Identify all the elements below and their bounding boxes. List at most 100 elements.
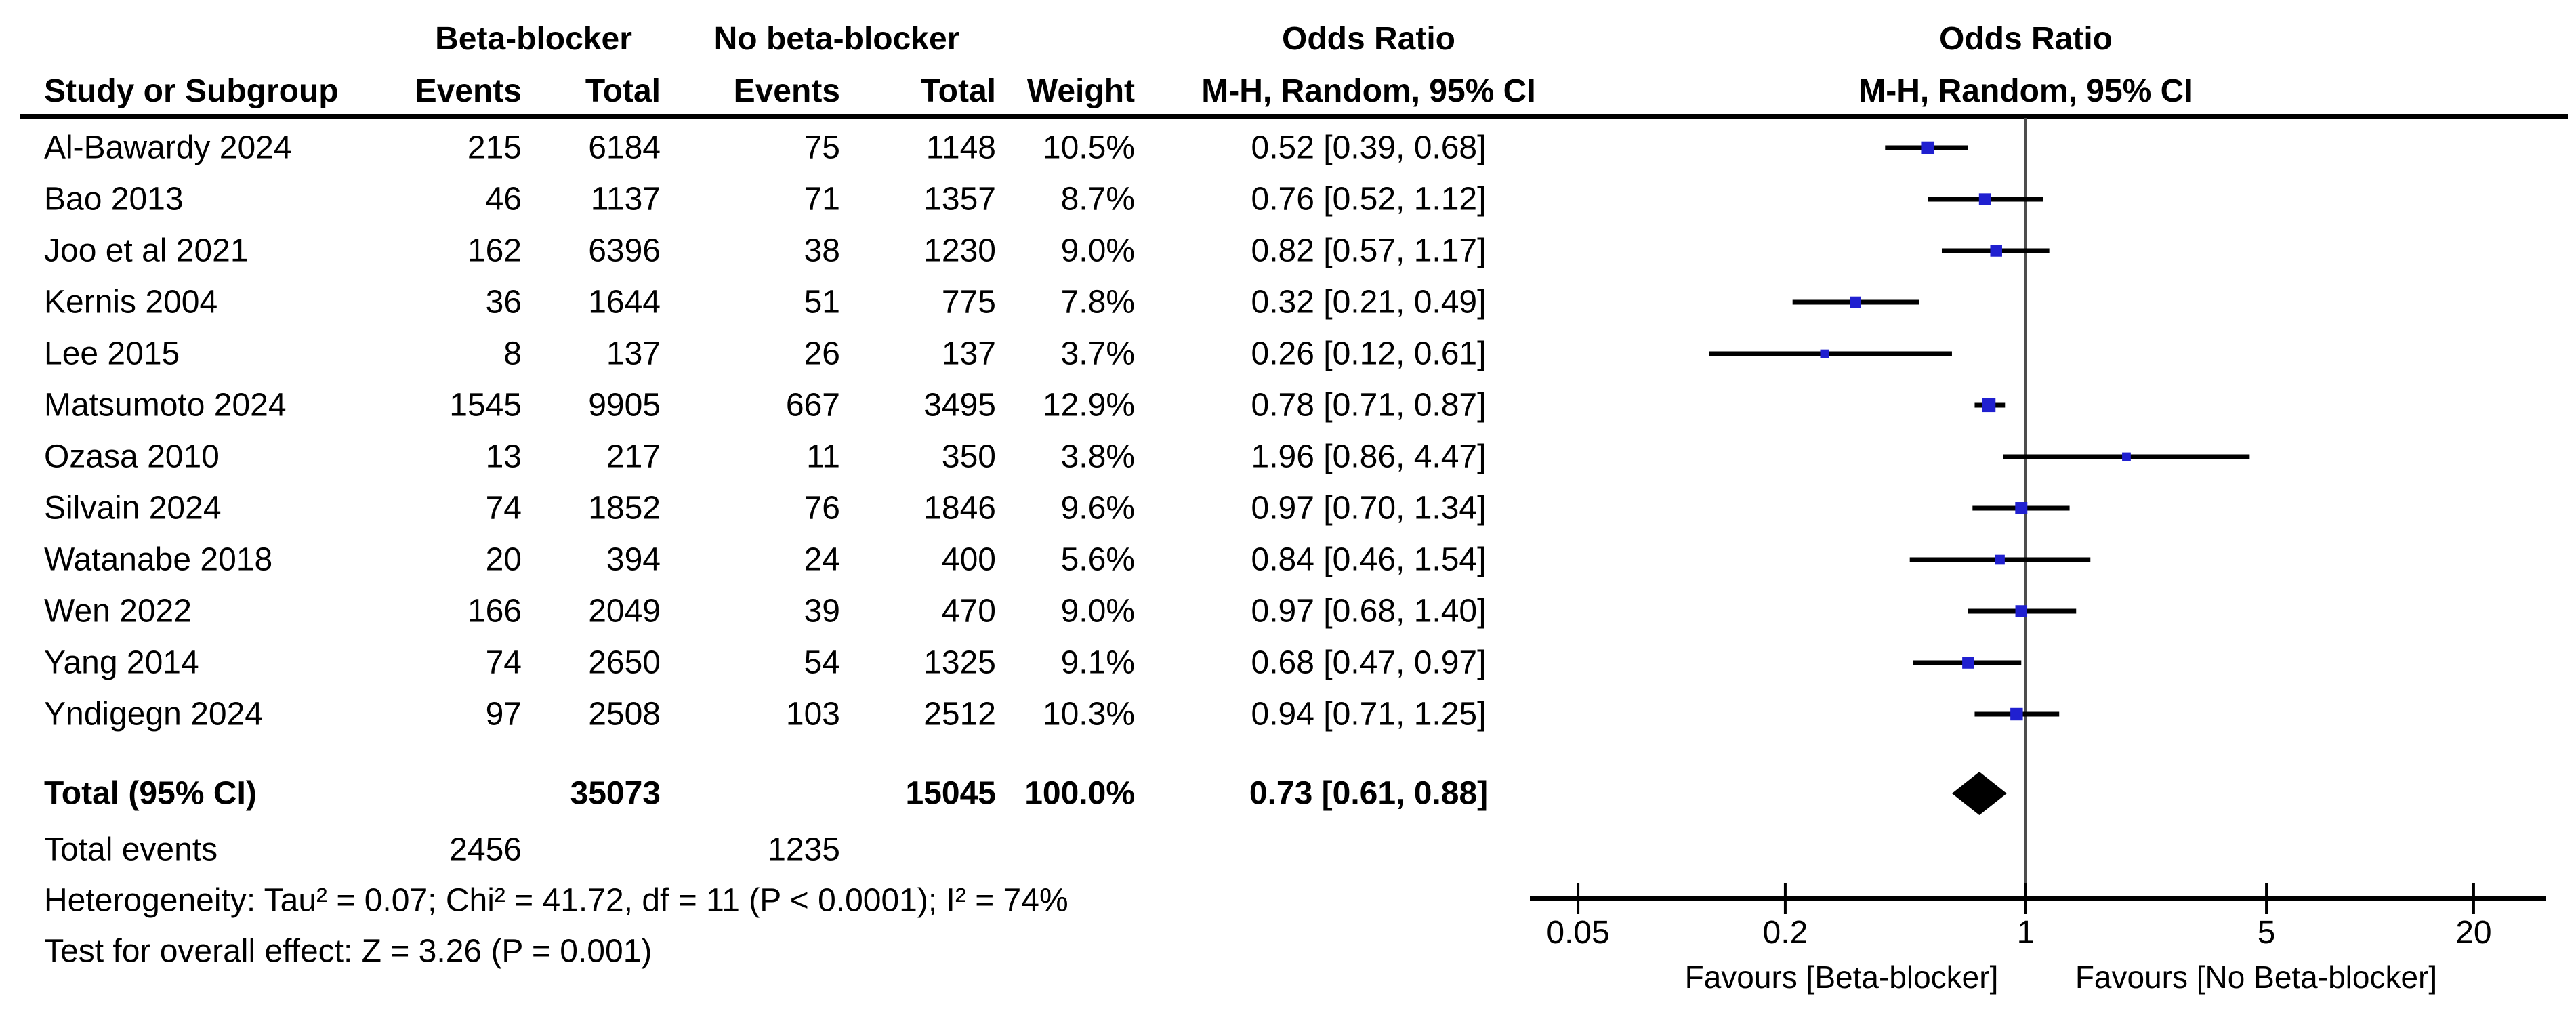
nbb-events: 76 <box>804 490 840 526</box>
study-row: Silvain 2024 74 1852 76 1846 9.6% 0.97 [… <box>0 482 1558 534</box>
nbb-events: 11 <box>806 438 840 475</box>
or-ci-text: 0.97 [0.70, 1.34] <box>1251 490 1487 526</box>
study-label: Yndigegn 2024 <box>44 696 263 732</box>
nbb-events: 667 <box>785 387 840 423</box>
bb-events: 215 <box>467 129 522 166</box>
nbb-total: 1846 <box>923 490 996 526</box>
weight-value: 9.0% <box>1060 232 1135 269</box>
nbb-total: 470 <box>941 593 996 629</box>
nbb-events: 51 <box>804 284 840 321</box>
total-events-bb: 2456 <box>449 831 522 868</box>
group-header-beta-blocker: Beta-blocker <box>435 21 632 57</box>
total-events-row: Total events 2456 1235 <box>0 824 1558 875</box>
column-header-weight: Weight <box>1026 73 1135 109</box>
plot-header-line1: Odds Ratio <box>1938 21 2113 57</box>
study-label: Matsumoto 2024 <box>44 387 287 423</box>
total-row: Total (95% CI) 35073 15045 100.0% 0.73 [… <box>0 768 1558 819</box>
or-ci-text: 0.68 [0.47, 0.97] <box>1251 644 1487 681</box>
bb-events: 97 <box>485 696 522 732</box>
effect-square <box>1962 657 1974 669</box>
weight-value: 9.0% <box>1060 593 1135 629</box>
x-tick-label: 0.05 <box>1546 915 1609 951</box>
overall-effect-text: Test for overall effect: Z = 3.26 (P = 0… <box>44 933 652 970</box>
column-header-nbb-total: Total <box>920 73 996 109</box>
or-ci-text: 0.52 [0.39, 0.68] <box>1251 129 1487 166</box>
study-label: Bao 2013 <box>44 181 184 218</box>
total-label: Total (95% CI) <box>44 775 257 812</box>
or-ci-text: 0.82 [0.57, 1.17] <box>1251 232 1487 269</box>
favours-right-label: Favours [No Beta-blocker] <box>2075 959 2437 995</box>
weight-value: 3.7% <box>1060 335 1135 372</box>
bb-total: 217 <box>606 438 661 475</box>
nbb-events: 26 <box>804 335 840 372</box>
study-label: Lee 2015 <box>44 335 180 372</box>
study-row: Bao 2013 46 1137 71 1357 8.7% 0.76 [0.52… <box>0 173 1558 225</box>
bb-events: 8 <box>503 335 522 372</box>
weight-value: 9.1% <box>1060 644 1135 681</box>
bb-total: 394 <box>606 541 661 578</box>
study-row: Watanabe 2018 20 394 24 400 5.6% 0.84 [0… <box>0 534 1558 585</box>
bb-events: 20 <box>485 541 522 578</box>
effect-square <box>1995 554 2005 565</box>
study-label: Wen 2022 <box>44 593 192 629</box>
study-label: Watanabe 2018 <box>44 541 273 578</box>
column-header-bb-total: Total <box>585 73 661 109</box>
bb-total: 2508 <box>588 696 661 732</box>
effect-square <box>1982 398 1996 413</box>
column-header-study: Study or Subgroup <box>44 73 339 109</box>
study-row: Kernis 2004 36 1644 51 775 7.8% 0.32 [0.… <box>0 276 1558 328</box>
effect-square <box>2015 502 2028 514</box>
or-ci-text: 0.76 [0.52, 1.12] <box>1251 181 1487 218</box>
weight-value: 7.8% <box>1060 284 1135 321</box>
nbb-total: 1148 <box>926 129 996 166</box>
bb-events: 74 <box>485 490 522 526</box>
effect-square <box>2122 452 2131 461</box>
or-ci-text: 0.84 [0.46, 1.54] <box>1251 541 1487 578</box>
overall-effect-row: Test for overall effect: Z = 3.26 (P = 0… <box>0 926 1558 977</box>
plot-header-line2: M-H, Random, 95% CI <box>1858 73 2193 109</box>
study-label: Al-Bawardy 2024 <box>44 129 292 166</box>
bb-total: 1852 <box>588 490 661 526</box>
nbb-total: 400 <box>941 541 996 578</box>
bb-events: 162 <box>467 232 522 269</box>
bb-events: 166 <box>467 593 522 629</box>
weight-value: 9.6% <box>1060 490 1135 526</box>
heterogeneity-row: Heterogeneity: Tau² = 0.07; Chi² = 41.72… <box>0 875 1558 926</box>
weight-value: 3.8% <box>1060 438 1135 475</box>
total-events-nbb: 1235 <box>768 831 840 868</box>
effect-square <box>1978 193 1991 205</box>
nbb-total: 2512 <box>923 696 996 732</box>
bb-total: 1644 <box>588 284 661 321</box>
study-row: Yndigegn 2024 97 2508 103 2512 10.3% 0.9… <box>0 688 1558 740</box>
nbb-total: 350 <box>941 438 996 475</box>
group-header-no-beta-blocker: No beta-blocker <box>713 21 960 57</box>
x-tick-label: 1 <box>2017 915 2035 951</box>
study-row: Ozasa 2010 13 217 11 350 3.8% 1.96 [0.86… <box>0 431 1558 482</box>
favours-left-label: Favours [Beta-blocker] <box>1685 959 1999 995</box>
bb-total: 6184 <box>588 129 661 166</box>
nbb-events: 71 <box>804 181 840 218</box>
weight-value: 8.7% <box>1060 181 1135 218</box>
bb-events: 1545 <box>449 387 522 423</box>
total-weight: 100.0% <box>1024 775 1135 812</box>
weight-value: 5.6% <box>1060 541 1135 578</box>
weight-value: 12.9% <box>1042 387 1135 423</box>
nbb-total: 137 <box>941 335 996 372</box>
effect-square <box>1990 245 2002 257</box>
nbb-events: 39 <box>804 593 840 629</box>
nbb-total: 1325 <box>923 644 996 681</box>
total-nbb-total: 15045 <box>905 775 996 812</box>
nbb-events: 38 <box>804 232 840 269</box>
heterogeneity-text: Heterogeneity: Tau² = 0.07; Chi² = 41.72… <box>44 882 1068 919</box>
x-tick-label: 20 <box>2455 915 2491 951</box>
study-label: Joo et al 2021 <box>44 232 249 269</box>
bb-total: 6396 <box>588 232 661 269</box>
nbb-total: 1230 <box>923 232 996 269</box>
study-label: Silvain 2024 <box>44 490 222 526</box>
column-header-nbb-events: Events <box>733 73 840 109</box>
nbb-events: 24 <box>804 541 840 578</box>
nbb-events: 54 <box>804 644 840 681</box>
x-tick-label: 0.2 <box>1763 915 1808 951</box>
or-ci-text: 0.78 [0.71, 0.87] <box>1251 387 1487 423</box>
